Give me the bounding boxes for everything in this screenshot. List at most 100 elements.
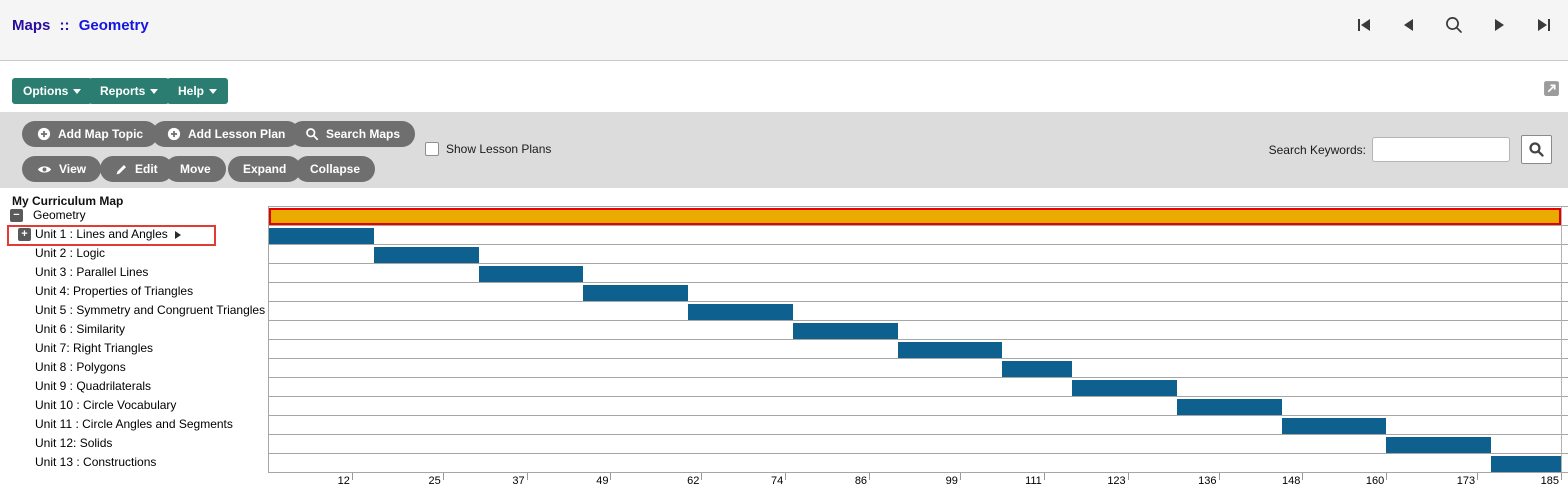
tree-node-label[interactable]: Unit 10 : Circle Vocabulary [35,398,177,412]
gantt-bar-unit-8[interactable] [1002,361,1073,377]
add-map-topic-button[interactable]: Add Map Topic [22,121,159,147]
reports-menu-button[interactable]: Reports [89,78,170,104]
tree-node-label[interactable]: Unit 9 : Quadrilaterals [35,379,152,393]
breadcrumb-separator: :: [59,17,70,34]
search-maps-button[interactable]: Search Maps [290,121,416,147]
pager-nav [1354,15,1554,35]
map-end-gridline [1561,206,1563,472]
tree-node-unit-6[interactable]: Unit 6 : Similarity [0,320,268,339]
tree-node-geometry[interactable]: − Geometry [0,206,268,225]
map-toolbar: Add Map Topic Add Lesson Plan Search Map… [0,112,1568,188]
gantt-bar-unit-5[interactable] [688,304,793,320]
chart-row-unit-12 [269,434,1568,453]
gantt-bar-unit-7[interactable] [897,342,1003,358]
collapse-node-icon[interactable]: − [10,209,23,222]
tree-node-label[interactable]: Unit 12: Solids [35,436,113,450]
tree-node-unit-8[interactable]: Unit 8 : Polygons [0,358,268,377]
chart-row-unit-8 [269,358,1568,377]
tree-node-unit-11[interactable]: Unit 11 : Circle Angles and Segments [0,415,268,434]
tree-node-unit-3[interactable]: Unit 3 : Parallel Lines [0,263,268,282]
gantt-bar-geometry[interactable] [269,208,1562,225]
add-map-topic-label: Add Map Topic [58,127,144,141]
search-icon[interactable] [1444,15,1464,35]
gantt-bar-unit-13[interactable] [1491,456,1561,472]
pencil-icon [116,164,126,174]
go-next-icon[interactable] [1489,15,1509,35]
gantt-chart [268,206,1568,473]
gantt-bar-unit-10[interactable] [1176,399,1282,415]
axis-tick [442,473,444,480]
axis-tick-label: 136 [1198,475,1217,487]
reports-menu-label: Reports [100,84,146,98]
plus-circle-icon [167,127,181,141]
gantt-bar-unit-4[interactable] [583,285,689,301]
tree-node-label[interactable]: Unit 11 : Circle Angles and Segments [35,417,233,431]
tree-node-label[interactable]: Geometry [33,208,86,222]
edit-label: Edit [135,162,158,176]
show-lesson-plans-group: Show Lesson Plans [425,142,551,156]
collapse-button[interactable]: Collapse [295,156,376,182]
tree-node-label[interactable]: Unit 2 : Logic [35,246,106,260]
gantt-bar-unit-6[interactable] [792,323,898,339]
tree-node-label[interactable]: Unit 7: Right Triangles [35,341,154,355]
tree-node-unit-9[interactable]: Unit 9 : Quadrilaterals [0,377,268,396]
open-in-new-window-icon[interactable] [1543,80,1560,97]
chart-row-unit-9 [269,377,1568,396]
axis-tick [351,473,353,480]
search-keywords-label: Search Keywords: [1268,143,1366,157]
header-bar: Maps :: Geometry [0,0,1568,61]
tree-node-label[interactable]: Unit 8 : Polygons [35,360,126,374]
tree-node-unit-10[interactable]: Unit 10 : Circle Vocabulary [0,396,268,415]
gantt-bar-unit-11[interactable] [1281,418,1387,434]
search-keywords-button[interactable] [1521,135,1552,164]
expand-node-icon[interactable]: + [18,228,31,241]
help-menu-button[interactable]: Help [167,78,229,104]
axis-tick [1386,473,1388,480]
tree-node-unit-5[interactable]: Unit 5 : Symmetry and Congruent Triangle… [0,301,268,320]
axis-tick [1127,473,1129,480]
add-lesson-plan-label: Add Lesson Plan [188,127,286,141]
tree-node-unit-4[interactable]: Unit 4: Properties of Triangles [0,282,268,301]
tree-node-label[interactable]: Unit 13 : Constructions [35,455,157,469]
edit-button[interactable]: Edit [100,156,173,182]
chart-row-map [269,206,1568,225]
expand-button[interactable]: Expand [228,156,302,182]
add-lesson-plan-button[interactable]: Add Lesson Plan [152,121,301,147]
chart-row-unit-2 [269,244,1568,263]
search-icon [306,128,319,141]
move-label: Move [180,162,211,176]
axis-tick [610,473,612,480]
go-first-icon[interactable] [1354,15,1374,35]
view-button[interactable]: View [22,156,102,182]
tree-node-unit-13[interactable]: Unit 13 : Constructions [0,453,268,472]
tree-node-label[interactable]: Unit 3 : Parallel Lines [35,265,149,279]
tree-node-label[interactable]: Unit 6 : Similarity [35,322,126,336]
tree-node-label[interactable]: Unit 1 : Lines and Angles [35,227,168,241]
search-keywords-input[interactable] [1372,137,1510,162]
move-button[interactable]: Move [165,156,226,182]
tree-node-unit-12[interactable]: Unit 12: Solids [0,434,268,453]
tree-node-label[interactable]: Unit 5 : Symmetry and Congruent Triangle… [35,303,266,317]
tree-node-label[interactable]: Unit 4: Properties of Triangles [35,284,194,298]
tree-node-unit-1[interactable]: + Unit 1 : Lines and Angles [0,225,268,246]
axis-tick [1561,473,1562,480]
gantt-bar-unit-1[interactable] [269,228,374,244]
go-last-icon[interactable] [1534,15,1554,35]
eye-icon [37,165,52,173]
gantt-bar-unit-2[interactable] [373,247,479,263]
tree-node-unit-7[interactable]: Unit 7: Right Triangles [0,339,268,358]
breadcrumb-maps-link[interactable]: Maps [12,17,51,34]
gantt-bar-unit-9[interactable] [1072,380,1177,396]
tree-node-unit-2[interactable]: Unit 2 : Logic [0,244,268,263]
chart-row-unit-1 [269,225,1568,244]
chart-row-unit-13 [269,453,1568,472]
gantt-bar-unit-12[interactable] [1386,437,1492,453]
axis-tick-label: 173 [1456,475,1476,487]
search-maps-label: Search Maps [326,127,401,141]
options-menu-button[interactable]: Options [12,78,93,104]
node-menu-arrow-icon[interactable] [174,230,181,239]
axis-tick [1302,473,1304,480]
go-previous-icon[interactable] [1399,15,1419,35]
show-lesson-plans-checkbox[interactable] [425,142,439,156]
gantt-bar-unit-3[interactable] [478,266,584,282]
